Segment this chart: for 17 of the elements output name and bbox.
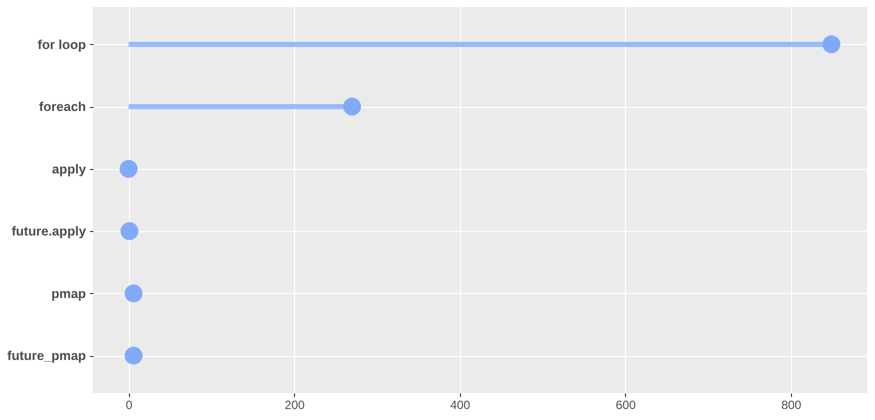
point [822,35,840,54]
y-tick-label: foreach [39,99,86,114]
x-tick-label: 200 [284,398,305,412]
x-tick-label: 600 [616,398,636,412]
x-tick-label: 800 [781,398,802,412]
y-tick-label: apply [52,161,87,176]
x-tick-label: 0 [126,398,133,412]
point [120,222,138,240]
y-tick-label: pmap [51,286,86,301]
y-tick-label: for loop [38,36,86,52]
point [343,98,362,116]
point [124,346,143,365]
x-tick-label: 400 [450,398,471,412]
point [124,284,143,302]
y-tick-label: future_pmap [7,348,86,364]
point [120,160,138,178]
y-tick-label: future.apply [12,224,87,239]
